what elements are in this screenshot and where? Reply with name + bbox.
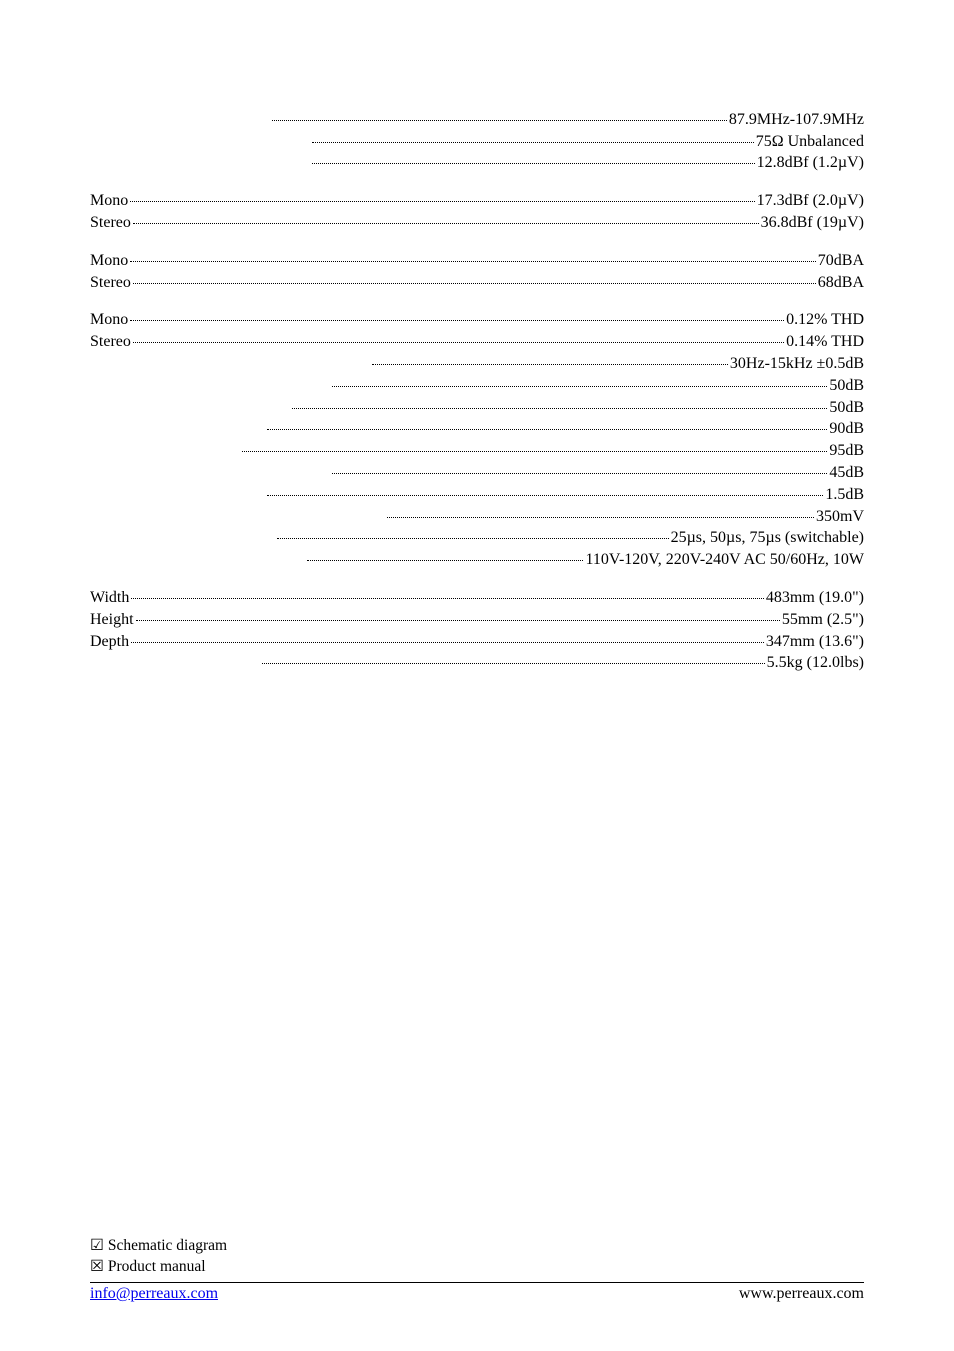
dot-leader [312, 152, 755, 165]
spec-value: 70dBA [818, 253, 864, 269]
spec-label: Height [90, 612, 134, 628]
dot-leader [136, 608, 780, 621]
dot-leader [272, 108, 727, 121]
supplied-text: Product manual [108, 1258, 206, 1275]
spec-value: 90dB [829, 421, 864, 437]
spec-value: 0.12% THD [786, 312, 864, 328]
spec-value: 75Ω Unbalanced [756, 134, 864, 150]
spec-value: 1.5dB [825, 487, 864, 503]
spec-value: 350mV [816, 509, 864, 525]
dot-leader [277, 527, 669, 540]
spec-row: 50dB [90, 399, 864, 416]
spec-label: Mono [90, 193, 128, 209]
spec-row: Height 55mm (2.5") [90, 611, 864, 628]
dot-leader [312, 130, 754, 143]
checkbox-cross-icon: ☒ [90, 1257, 104, 1278]
spec-row: 1.5dB [90, 486, 864, 503]
footer-email-link[interactable]: info@perreaux.com [90, 1285, 218, 1303]
spec-row: 45dB [90, 464, 864, 481]
spec-value: 17.3dBf (2.0µV) [757, 193, 864, 209]
dot-leader [130, 189, 754, 202]
spec-sheet: 87.9MHz-107.9MHz 75Ω Unbalanced 12.8dBf … [90, 111, 864, 671]
dot-leader [292, 396, 827, 409]
spec-row: Mono 70dBA [90, 252, 864, 269]
spec-row: Mono 17.3dBf (2.0µV) [90, 192, 864, 209]
dot-leader [130, 249, 816, 262]
spec-row: 25µs, 50µs, 75µs (switchable) [90, 530, 864, 547]
spec-value: 0.14% THD [786, 334, 864, 350]
spec-row: 90dB [90, 421, 864, 438]
supplied-text: Schematic diagram [108, 1237, 227, 1254]
spec-row: 30Hz-15kHz ±0.5dB [90, 355, 864, 372]
spec-value: 55mm (2.5") [782, 612, 864, 628]
spec-label: Stereo [90, 275, 131, 291]
dot-leader [133, 211, 759, 224]
spec-row: Stereo 36.8dBf (19µV) [90, 214, 864, 231]
dot-leader [242, 439, 827, 452]
dot-leader [130, 309, 784, 322]
spec-label: Width [90, 590, 129, 606]
spec-value: 68dBA [818, 275, 864, 291]
dot-leader [387, 505, 814, 518]
supplied-item: ☑ Schematic diagram [90, 1236, 864, 1257]
dot-leader [133, 271, 816, 284]
dot-leader [372, 352, 728, 365]
spec-row: 5.5kg (12.0lbs) [90, 655, 864, 672]
spec-value: 95dB [829, 443, 864, 459]
spec-row: Stereo 68dBA [90, 274, 864, 291]
dot-leader [267, 418, 827, 431]
dot-leader [267, 483, 823, 496]
dot-leader [262, 652, 765, 665]
spec-value: 5.5kg (12.0lbs) [767, 655, 864, 671]
supplied-list: ☑ Schematic diagram ☒ Product manual [90, 1236, 864, 1278]
dot-leader [307, 548, 583, 561]
spec-row: Mono 0.12% THD [90, 312, 864, 329]
dot-leader [133, 330, 784, 343]
spec-row: Width 483mm (19.0") [90, 589, 864, 606]
dot-leader [332, 374, 827, 387]
dot-leader [131, 630, 764, 643]
spec-value: 50dB [829, 378, 864, 394]
spec-value: 25µs, 50µs, 75µs (switchable) [671, 530, 864, 546]
spec-value: 110V-120V, 220V-240V AC 50/60Hz, 10W [585, 552, 864, 568]
dot-leader [131, 586, 764, 599]
spec-label: Depth [90, 634, 129, 650]
supplied-item: ☒ Product manual [90, 1257, 864, 1278]
spec-row: 110V-120V, 220V-240V AC 50/60Hz, 10W [90, 551, 864, 568]
spec-row: 95dB [90, 442, 864, 459]
spec-value: 347mm (13.6") [766, 634, 864, 650]
spec-label: Stereo [90, 215, 131, 231]
checkbox-checked-icon: ☑ [90, 1236, 104, 1257]
spec-value: 36.8dBf (19µV) [761, 215, 864, 231]
spec-row: 87.9MHz-107.9MHz [90, 111, 864, 128]
spec-value: 45dB [829, 465, 864, 481]
spec-value: 87.9MHz-107.9MHz [729, 112, 864, 128]
page-footer: ☑ Schematic diagram ☒ Product manual inf… [90, 1236, 864, 1303]
spec-value: 483mm (19.0") [766, 590, 864, 606]
spec-value: 50dB [829, 400, 864, 416]
dot-leader [332, 461, 827, 474]
spec-row: 350mV [90, 508, 864, 525]
spec-row: Depth 347mm (13.6") [90, 633, 864, 650]
footer-url: www.perreaux.com [739, 1285, 864, 1303]
footer-divider [90, 1282, 864, 1283]
spec-label: Mono [90, 312, 128, 328]
spec-value: 12.8dBf (1.2µV) [757, 155, 864, 171]
spec-row: Stereo 0.14% THD [90, 333, 864, 350]
spec-row: 50dB [90, 377, 864, 394]
spec-value: 30Hz-15kHz ±0.5dB [730, 356, 864, 372]
spec-row: 12.8dBf (1.2µV) [90, 155, 864, 172]
spec-label: Stereo [90, 334, 131, 350]
spec-row: 75Ω Unbalanced [90, 133, 864, 150]
spec-label: Mono [90, 253, 128, 269]
